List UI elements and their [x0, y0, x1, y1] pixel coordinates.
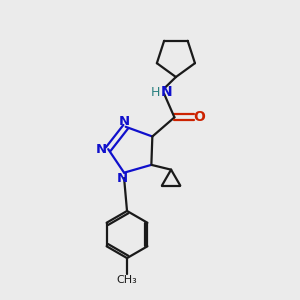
- Text: N: N: [96, 143, 107, 156]
- Text: N: N: [118, 115, 130, 128]
- Text: N: N: [161, 85, 172, 99]
- Text: O: O: [194, 110, 206, 124]
- Text: CH₃: CH₃: [117, 274, 137, 285]
- Text: N: N: [117, 172, 128, 185]
- Text: H: H: [151, 86, 160, 99]
